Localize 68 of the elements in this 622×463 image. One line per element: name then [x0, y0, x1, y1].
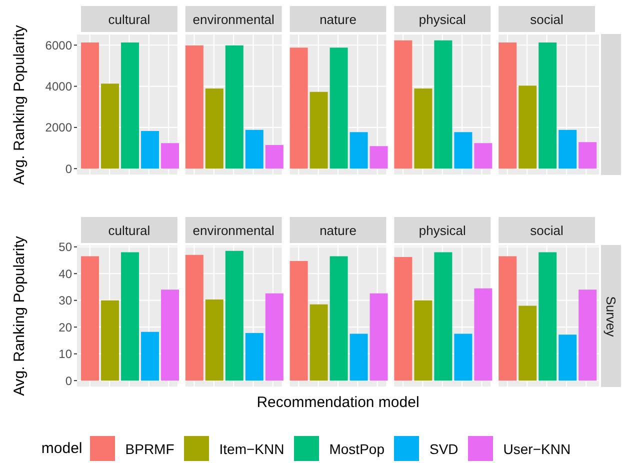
legend-label: User−KNN [503, 440, 571, 456]
bar [141, 130, 159, 169]
y-tick-label: 30 [58, 294, 72, 308]
bar [121, 252, 139, 381]
legend-label: Item−KNN [219, 440, 284, 456]
bar [454, 334, 472, 381]
bar [225, 250, 244, 381]
y-tick-label: 50 [58, 240, 72, 254]
y-tick-label: 0 [65, 162, 72, 176]
bar [414, 300, 432, 381]
bar [474, 143, 492, 169]
bar [538, 252, 557, 381]
x-tick-label: social [530, 12, 564, 27]
bar [414, 88, 432, 169]
bar [330, 256, 348, 381]
bar [310, 304, 328, 381]
bar [310, 92, 328, 169]
bar [101, 84, 119, 169]
bar [350, 132, 368, 169]
bar [81, 42, 99, 169]
x-tick-label: nature [320, 12, 356, 27]
x-tick-label: environmental [192, 12, 275, 27]
x-tick-label: cultural [108, 12, 150, 27]
bar [141, 332, 159, 381]
bar [245, 332, 264, 381]
legend-label: BPRMF [125, 440, 174, 456]
bar [350, 334, 368, 381]
bar [161, 143, 179, 169]
y-tick-label: 0 [65, 374, 72, 388]
bar [370, 146, 388, 169]
bar [205, 88, 224, 169]
bar [205, 300, 224, 381]
x-tick-label: nature [320, 223, 356, 238]
bar [81, 256, 99, 381]
y-axis-title: Avg. Ranking Popularity [11, 24, 29, 187]
bar [101, 300, 119, 381]
y-tick-label: 10 [58, 347, 72, 362]
y-tick-label: 20 [58, 320, 72, 334]
y-tick-label: 40 [58, 266, 72, 281]
bar [578, 290, 597, 381]
bar [558, 334, 577, 381]
x-tick-label: physical [418, 12, 466, 27]
y-tick-label: 4000 [45, 80, 72, 94]
y-axis-title: Avg. Ranking Popularity [11, 235, 29, 398]
facet-strip: Survey [601, 245, 621, 387]
bar [518, 86, 537, 169]
x-tick-label: social [530, 223, 564, 238]
x-tick-label: cultural [108, 223, 150, 238]
legend-title: model [41, 440, 82, 457]
y-tick-label: 6000 [45, 38, 72, 52]
x-tick-label: physical [418, 223, 466, 238]
bar [538, 42, 557, 169]
bar [245, 130, 264, 169]
legend-label: SVD [429, 440, 458, 456]
bar [434, 40, 452, 169]
y-tick-label: 2000 [45, 120, 72, 135]
bar [454, 132, 472, 169]
bar [225, 45, 244, 169]
x-axis-title: Recommendation model [256, 394, 420, 411]
legend-label: MostPop [329, 440, 384, 456]
bar [518, 306, 537, 381]
bar [121, 42, 139, 169]
bar [265, 144, 284, 169]
bar [330, 48, 348, 169]
x-tick-label: environmental [192, 223, 275, 238]
bar [434, 252, 452, 381]
bar [558, 130, 577, 169]
bar [578, 142, 597, 169]
